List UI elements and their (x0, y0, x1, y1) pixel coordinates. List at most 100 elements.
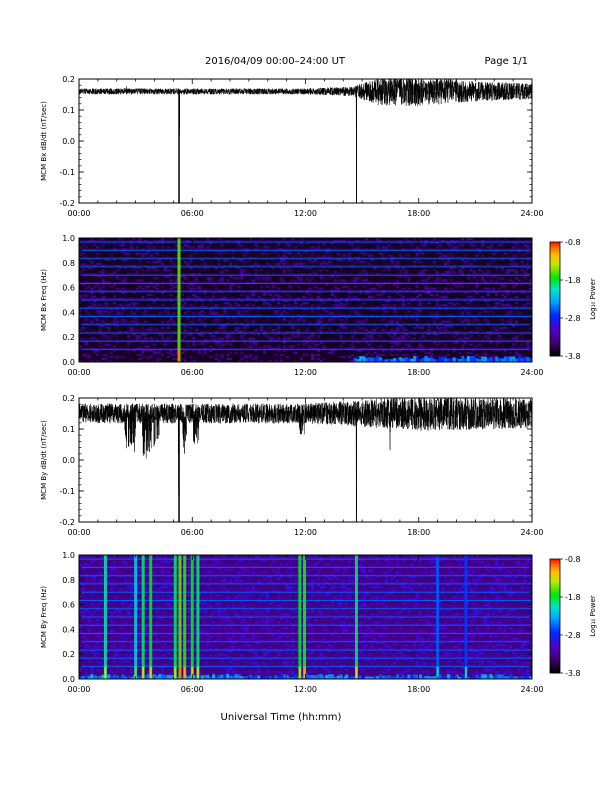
heatmap-cell (506, 260, 510, 263)
heatmap-cell (302, 266, 306, 270)
heatmap-cell (430, 242, 434, 245)
heatmap-cell (240, 275, 244, 278)
heatmap-cell (169, 596, 173, 599)
heatmap-cell (401, 335, 405, 338)
heatmap-cell (166, 604, 170, 607)
heatmap-cell (384, 266, 388, 270)
heatmap-cell (466, 258, 470, 261)
heatmap-cell (186, 594, 190, 597)
heatmap-cell (79, 310, 83, 313)
heatmap-cell (152, 250, 156, 253)
heatmap-cell (138, 266, 142, 270)
heatmap-cell (291, 326, 295, 330)
heatmap-cell (197, 312, 201, 315)
heatmap-cell (135, 308, 139, 311)
heatmap-cell (515, 277, 519, 280)
heatmap-cell (121, 355, 125, 359)
heatmap-cell (449, 302, 453, 305)
heatmap-cell (506, 291, 510, 294)
heatmap-cell (342, 320, 346, 323)
heatmap-cell (180, 643, 184, 647)
heatmap-cell (461, 335, 465, 338)
heatmap-cell (342, 324, 346, 328)
heatmap-cell (101, 271, 105, 274)
heatmap-cell (214, 627, 218, 630)
heatmap-cell (200, 654, 204, 657)
heatmap-cell (282, 310, 286, 313)
heatmap-cell (203, 592, 207, 595)
heatmap-cell (280, 279, 284, 282)
heatmap-cell (234, 302, 238, 305)
heatmap-cell (138, 608, 142, 611)
heatmap-cell (506, 275, 510, 278)
heatmap-cell (138, 658, 142, 661)
heatmap-cell (95, 351, 100, 354)
heatmap-cell (486, 275, 490, 278)
heatmap-cell (240, 250, 244, 253)
heatmap-cell (333, 285, 337, 288)
heatmap-cell (121, 617, 125, 620)
heatmap-cell (492, 326, 496, 330)
heatmap-cell (271, 258, 275, 261)
heatmap-cell (206, 258, 210, 261)
heatmap-cell (305, 353, 309, 356)
heatmap-cell (407, 287, 411, 290)
heatmap-cell (362, 335, 366, 338)
heatmap-cell (124, 608, 128, 611)
heatmap-cell (243, 291, 247, 294)
heatmap-cell (438, 295, 442, 299)
x-tick-label: 00:00 (67, 528, 90, 537)
heatmap-cell (183, 302, 187, 305)
heatmap-cell (129, 266, 133, 270)
y-tick-label: 0.0 (62, 358, 75, 367)
heatmap-cell (441, 295, 445, 299)
heatmap-cell (118, 610, 122, 614)
heatmap-cell (212, 293, 216, 297)
heatmap-cell (132, 316, 136, 319)
heatmap-cell (328, 260, 332, 263)
heatmap-cell (458, 304, 462, 307)
heatmap-cell (141, 269, 145, 272)
heatmap-cell (124, 293, 128, 297)
heatmap-cell (464, 351, 468, 354)
heatmap-cell (121, 555, 125, 558)
heatmap-cell (401, 287, 405, 290)
heatmap-cell (362, 302, 366, 305)
heatmap-cell (152, 579, 156, 583)
heatmap-cell (101, 357, 105, 361)
colorbar-segment (550, 344, 560, 347)
heatmap-cell (444, 345, 448, 348)
heatmap-cell (220, 271, 224, 274)
heatmap-cell (398, 275, 402, 278)
heatmap-cell (175, 293, 179, 297)
heatmap-cell (498, 287, 502, 290)
heatmap-cell (220, 324, 224, 328)
heatmap-cell (166, 277, 170, 280)
heatmap-cell (214, 625, 218, 628)
heatmap-cell (127, 343, 131, 346)
heatmap-cell (387, 285, 391, 288)
heatmap-cell (231, 316, 235, 319)
heatmap-cell (277, 254, 281, 257)
heatmap-cell (373, 328, 377, 332)
heatmap-cell (444, 285, 448, 288)
heatmap-cell (107, 277, 111, 280)
heatmap-cell (110, 262, 114, 266)
heatmap-cell (98, 351, 102, 354)
heatmap-cell (200, 555, 204, 558)
heatmap-cell (322, 250, 326, 253)
heatmap-cell (517, 353, 521, 356)
heatmap-cell (308, 345, 312, 348)
heatmap-cell (163, 608, 167, 611)
heatmap-cell (311, 285, 315, 288)
heatmap-cell (197, 291, 201, 294)
heatmap-cell (379, 242, 383, 245)
heatmap-cell (203, 575, 207, 578)
heatmap-cell (118, 608, 122, 611)
heatmap-cell (223, 658, 227, 661)
heatmap-cell (489, 279, 493, 282)
heatmap-cell (163, 579, 167, 583)
heatmap-cell (220, 337, 224, 340)
heatmap-cell (81, 326, 85, 330)
heatmap-cell (189, 326, 193, 330)
